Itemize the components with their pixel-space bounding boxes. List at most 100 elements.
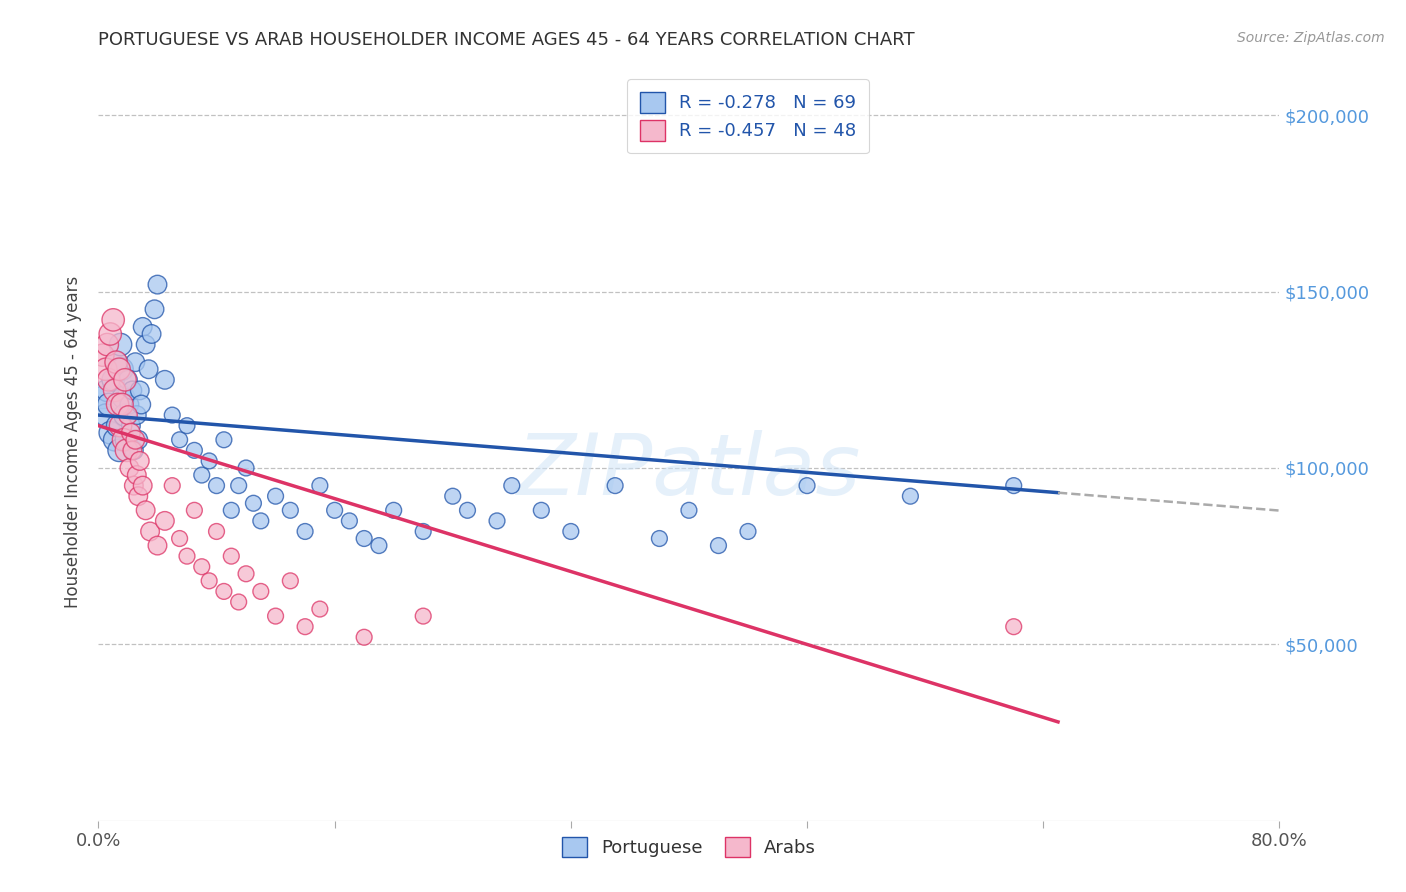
Point — [162, 408, 183, 422]
Point — [162, 478, 183, 492]
Point — [117, 373, 139, 387]
Point — [124, 433, 146, 447]
Point — [105, 355, 128, 369]
Point — [128, 384, 150, 398]
Point — [118, 397, 141, 411]
Point — [339, 514, 361, 528]
Point — [97, 373, 120, 387]
Point — [153, 373, 176, 387]
Point — [294, 524, 316, 539]
Point — [107, 397, 129, 411]
Text: Source: ZipAtlas.com: Source: ZipAtlas.com — [1237, 31, 1385, 45]
Text: PORTUGUESE VS ARAB HOUSEHOLDER INCOME AGES 45 - 64 YEARS CORRELATION CHART: PORTUGUESE VS ARAB HOUSEHOLDER INCOME AG… — [98, 31, 915, 49]
Point — [382, 503, 405, 517]
Point — [183, 503, 205, 517]
Point — [235, 461, 257, 475]
Point — [98, 326, 121, 341]
Point — [368, 539, 391, 553]
Text: ZIPatlas: ZIPatlas — [517, 430, 860, 514]
Point — [1002, 620, 1025, 634]
Point — [98, 425, 121, 440]
Point — [353, 630, 375, 644]
Point — [114, 373, 136, 387]
Point — [309, 602, 332, 616]
Point — [125, 468, 148, 483]
Point — [128, 454, 150, 468]
Point — [212, 433, 235, 447]
Point — [105, 355, 128, 369]
Point — [323, 503, 346, 517]
Point — [127, 433, 149, 447]
Point — [139, 524, 162, 539]
Point — [132, 320, 155, 334]
Point — [107, 418, 129, 433]
Point — [228, 595, 250, 609]
Point — [212, 584, 235, 599]
Point — [112, 433, 135, 447]
Point — [124, 355, 146, 369]
Point — [264, 489, 287, 503]
Point — [115, 443, 138, 458]
Point — [412, 609, 434, 624]
Point — [648, 532, 671, 546]
Point — [169, 433, 191, 447]
Point — [97, 397, 120, 411]
Point — [737, 524, 759, 539]
Point — [94, 362, 117, 376]
Point — [108, 443, 131, 458]
Point — [221, 549, 243, 563]
Point — [94, 408, 117, 422]
Point — [707, 539, 730, 553]
Point — [560, 524, 582, 539]
Point — [294, 620, 316, 634]
Point — [191, 468, 214, 483]
Point — [250, 514, 273, 528]
Point — [678, 503, 700, 517]
Point — [125, 408, 148, 422]
Point — [111, 397, 134, 411]
Point — [104, 384, 127, 398]
Point — [250, 584, 273, 599]
Point — [169, 532, 191, 546]
Point — [127, 489, 149, 503]
Point — [103, 313, 125, 327]
Point — [205, 524, 228, 539]
Point — [353, 532, 375, 546]
Point — [309, 478, 332, 492]
Point — [103, 373, 125, 387]
Point — [1002, 478, 1025, 492]
Point — [900, 489, 922, 503]
Point — [120, 418, 142, 433]
Point — [228, 478, 250, 492]
Point — [146, 277, 169, 292]
Point — [135, 337, 157, 351]
Point — [96, 337, 118, 351]
Point — [115, 433, 138, 447]
Point — [796, 478, 818, 492]
Point — [141, 326, 163, 341]
Point — [221, 503, 243, 517]
Point — [501, 478, 523, 492]
Point — [110, 337, 132, 351]
Point — [183, 443, 205, 458]
Point — [153, 514, 176, 528]
Point — [205, 478, 228, 492]
Point — [242, 496, 264, 510]
Legend: Portuguese, Arabs: Portuguese, Arabs — [554, 830, 824, 864]
Point — [91, 348, 114, 362]
Point — [530, 503, 553, 517]
Point — [138, 362, 160, 376]
Point — [96, 384, 118, 398]
Point — [457, 503, 479, 517]
Point — [412, 524, 434, 539]
Point — [129, 397, 152, 411]
Point — [146, 539, 169, 553]
Point — [132, 478, 155, 492]
Point — [121, 443, 143, 458]
Point — [104, 433, 127, 447]
Y-axis label: Householder Income Ages 45 - 64 years: Householder Income Ages 45 - 64 years — [65, 276, 83, 607]
Point — [117, 408, 139, 422]
Point — [176, 549, 198, 563]
Point — [118, 461, 141, 475]
Point — [91, 391, 114, 405]
